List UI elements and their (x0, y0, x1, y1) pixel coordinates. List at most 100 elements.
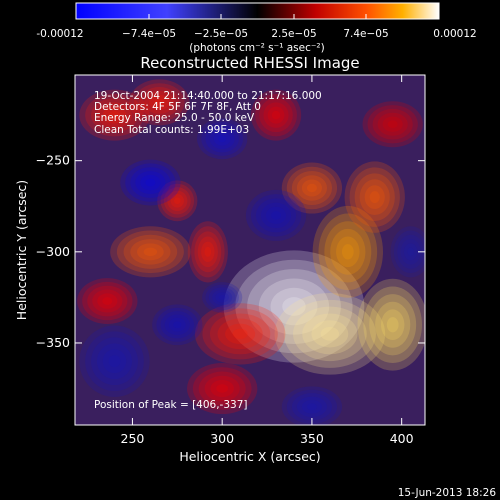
heatmap-blob (79, 325, 150, 397)
heatmap-blob (372, 108, 413, 140)
heatmap-blob (255, 198, 297, 233)
heatmap-blob (306, 403, 317, 411)
plot-frame (74, 74, 426, 426)
heatmap-blob (312, 205, 384, 298)
heatmap-blob (157, 180, 198, 222)
heatmap-blob (187, 221, 228, 283)
colorbar (75, 2, 440, 20)
y-axis-label: Heliocentric Y (arcsec) (14, 180, 29, 320)
heatmap-blob (336, 236, 360, 268)
heatmap-blob (397, 234, 425, 269)
y-axis: −250 −300 −350 (36, 153, 425, 350)
heatmap-blob (255, 93, 297, 137)
heatmap-blob (218, 294, 226, 300)
heatmap-blob (149, 94, 170, 110)
heatmap-blob (135, 171, 166, 195)
heatmap-blob (270, 287, 318, 326)
heatmap-blob (225, 323, 256, 345)
colorbar-tick-label: 2.5e−05 (271, 28, 316, 40)
heatmap-blob (191, 226, 225, 278)
heatmap-area (75, 75, 425, 425)
heatmap-blob (125, 163, 176, 202)
heatmap-blob (267, 106, 285, 124)
x-tick-label: 350 (300, 431, 324, 446)
heatmap-blob (400, 239, 421, 265)
heatmap-blob (217, 135, 227, 143)
heatmap-blob (160, 183, 195, 218)
heatmap-blob (330, 228, 366, 275)
heatmap-blob (205, 284, 239, 311)
heatmap-blob (194, 303, 286, 365)
heatmap-blob (369, 294, 417, 356)
heatmap-blob (87, 285, 128, 317)
heatmap-blob (341, 244, 354, 260)
colorbar-tick-label: −2.5e−05 (194, 28, 248, 40)
heatmap-blob (163, 187, 191, 215)
heatmap-blob (201, 121, 244, 156)
heatmap-blob (209, 128, 235, 150)
heatmap-blob (154, 98, 165, 107)
heatmap-blob (82, 281, 133, 321)
heatmap-blob (102, 297, 113, 305)
heatmap-blob (91, 98, 138, 133)
heatmap-blob (197, 118, 248, 160)
heatmap-blob (215, 292, 229, 303)
heatmap-blob (349, 167, 400, 227)
heatmap-blob (97, 293, 118, 309)
annotation-energy-range: Energy Range: 25.0 - 50.0 keV (94, 112, 255, 124)
heatmap-blob (202, 308, 278, 360)
heatmap-blob (79, 89, 150, 141)
heatmap-blob (250, 89, 302, 141)
chart-title: Reconstructed RHESSI Image (140, 54, 359, 72)
heatmap-blob (375, 301, 411, 348)
colorbar-tick-label: 7.4e−05 (343, 28, 388, 40)
heatmap-blob (130, 239, 171, 265)
heatmap-blob (144, 90, 175, 114)
heatmap-blob (201, 241, 215, 263)
heatmap-blob (102, 106, 127, 124)
annotation-detectors: Detectors: 4F 5F 6F 7F 8F, Att 0 (94, 101, 261, 113)
heatmap-blob (209, 313, 271, 355)
heatmap-blob (204, 375, 240, 402)
heatmap-blob (204, 246, 212, 257)
heatmap-blob (212, 289, 233, 306)
heatmap-blob (213, 131, 231, 146)
y-tick-label: −350 (36, 335, 70, 350)
heatmap-blob (363, 286, 423, 364)
x-tick-label: 400 (390, 431, 414, 446)
heatmap-blob (271, 211, 282, 220)
heatmap-blob (296, 396, 327, 417)
heatmap-blob (320, 327, 340, 341)
heatmap-blob (364, 185, 385, 210)
heatmap-blobs (77, 79, 425, 425)
heatmap-blob (393, 230, 425, 274)
colorbar-tick-label: -0.00012 (36, 28, 83, 40)
heatmap-blob (110, 226, 191, 278)
heatmap-blob (390, 226, 425, 278)
y-tick-label: −250 (36, 153, 70, 168)
heatmap-blob (260, 202, 292, 229)
heatmap-blob (77, 278, 138, 325)
heatmap-blob (235, 259, 353, 354)
heatmap-blob (123, 234, 178, 269)
heatmap-blob (156, 307, 199, 342)
x-axis: 250 300 350 400 (121, 75, 414, 446)
heatmap-blob (359, 179, 390, 216)
heatmap-blob (85, 331, 144, 391)
footer-date: 15-Jun-2013 18:26 (398, 487, 497, 499)
annotation-clean-counts: Clean Total counts: 1.99E+03 (94, 124, 249, 136)
heatmap-blob (296, 175, 327, 201)
heatmap-blob (258, 278, 330, 335)
heatmap-blob (130, 167, 171, 198)
heatmap-blob (407, 247, 414, 257)
heatmap-blob (403, 243, 418, 261)
heatmap-blob (362, 101, 423, 148)
heatmap-blob (271, 110, 281, 120)
heatmap-blob (108, 110, 121, 120)
heatmap-blob (301, 399, 322, 414)
heatmap-blob (145, 178, 156, 187)
heatmap-blob (302, 313, 358, 355)
heatmap-blob (108, 355, 121, 368)
heatmap-blob (91, 337, 138, 386)
heatmap-blob (173, 321, 182, 329)
